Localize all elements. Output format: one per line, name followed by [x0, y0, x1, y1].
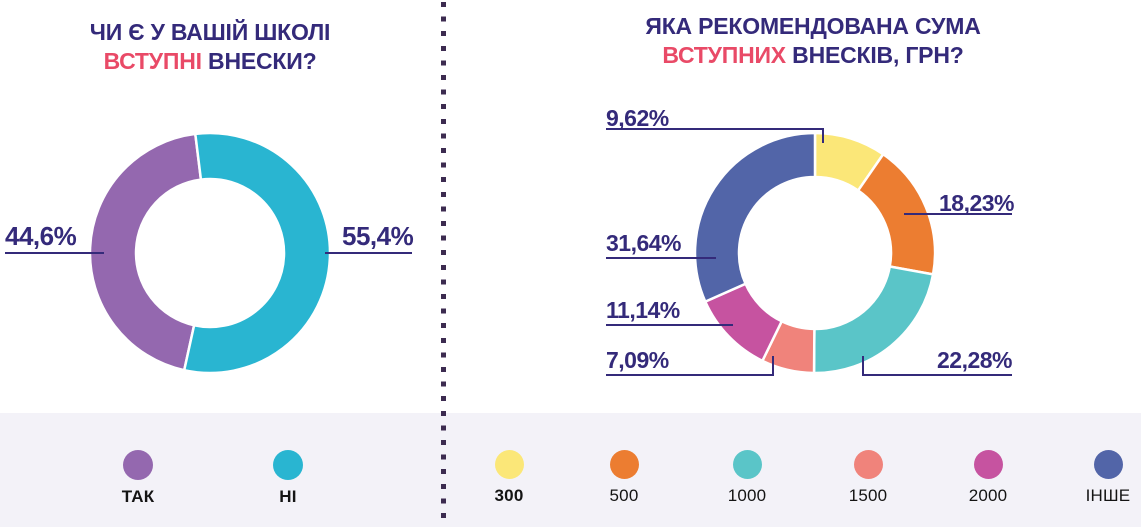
legend-item-ni: НІ — [248, 450, 328, 507]
slice-value-label-2000: 11,14% — [606, 297, 680, 323]
legend-dot-500 — [609, 450, 639, 479]
slice-value-label-ni: 55,4% — [342, 221, 414, 251]
leader-line-1500-h — [606, 374, 774, 376]
left-chart-title: ЧИ Є У ВАШІЙ ШКОЛІ ВСТУПНІ ВНЕСКИ? — [0, 18, 420, 76]
slice-value-label-300: 9,62% — [606, 105, 669, 131]
legend-dot-ni — [273, 450, 303, 480]
left-donut-chart — [88, 131, 332, 375]
legend-dot-300 — [494, 450, 524, 479]
legend-item-1500: 1500 — [818, 450, 918, 506]
leader-line-1000-h — [862, 374, 1012, 376]
legend-label-ni: НІ — [279, 487, 297, 506]
right-donut-chart — [693, 131, 937, 375]
leader-line-500 — [904, 213, 1012, 215]
dotted-divider — [441, 2, 446, 527]
right-title-line1: ЯКА РЕКОМЕНДОВАНА СУМА — [645, 13, 981, 39]
donut-slice-НІ — [182, 131, 332, 375]
legend-item-1000: 1000 — [697, 450, 797, 506]
leader-line-inshe — [606, 257, 716, 259]
donut-slice-ТАК — [88, 132, 203, 372]
leader-line-ni — [325, 252, 412, 254]
legend-label-1000: 1000 — [727, 486, 767, 505]
donut-slice-ІНШЕ — [693, 131, 817, 304]
legend-label-300: 300 — [494, 486, 524, 505]
left-title-accent: ВСТУПНІ — [103, 48, 202, 74]
legend-label-2000: 2000 — [968, 486, 1008, 505]
left-title-rest: ВНЕСКИ? — [208, 48, 317, 74]
legend-item-300: 300 — [459, 450, 559, 506]
legend-dot-inshe — [1093, 450, 1123, 479]
legend-band — [0, 413, 1141, 527]
legend-label-tak: ТАК — [121, 487, 155, 506]
legend-label-500: 500 — [609, 486, 639, 505]
leader-line-tak — [5, 252, 104, 254]
legend-dot-2000 — [973, 450, 1003, 479]
legend-dot-tak — [123, 450, 153, 480]
leader-line-1000-v — [862, 356, 864, 374]
leader-line-300-h — [606, 128, 824, 130]
slice-value-label-tak: 44,6% — [5, 221, 77, 251]
legend-label-1500: 1500 — [848, 486, 888, 505]
slice-value-label-1000: 22,28% — [937, 347, 1013, 373]
right-title-rest: ВНЕСКІВ, ГРН? — [792, 42, 964, 68]
legend-label-inshe: ІНШЕ — [1085, 486, 1131, 505]
legend-item-tak: ТАК — [98, 450, 178, 507]
legend-dot-1500 — [853, 450, 883, 479]
legend-item-inshe: ІНШЕ — [1058, 450, 1141, 506]
slice-value-label-inshe: 31,64% — [606, 230, 682, 256]
right-title-accent: ВСТУПНИХ — [662, 42, 786, 68]
left-title-line1: ЧИ Є У ВАШІЙ ШКОЛІ — [89, 19, 331, 45]
right-chart-title: ЯКА РЕКОМЕНДОВАНА СУМА ВСТУПНИХ ВНЕСКІВ,… — [593, 12, 1033, 70]
leader-line-300-v — [822, 128, 824, 143]
legend-item-500: 500 — [574, 450, 674, 506]
legend-item-2000: 2000 — [938, 450, 1038, 506]
leader-line-2000 — [606, 324, 733, 326]
slice-value-label-1500: 7,09% — [606, 347, 669, 373]
legend-dot-1000 — [732, 450, 762, 479]
slice-value-label-500: 18,23% — [939, 190, 1015, 216]
donut-slice-1000 — [812, 265, 935, 375]
leader-line-1500-v — [772, 356, 774, 374]
